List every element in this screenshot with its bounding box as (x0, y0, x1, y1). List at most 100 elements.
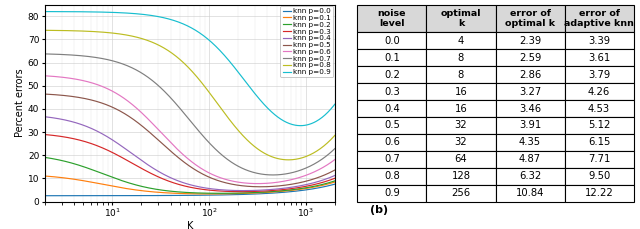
knn p=0.8 (284, 158, 292, 161)
knn p=0.0 (331, 183, 339, 185)
knn p=0.3 (331, 177, 339, 180)
knn p=0.1 (179, 192, 186, 195)
knn p=0.3 (214, 189, 221, 192)
knn p=0.8 (179, 60, 186, 63)
knn p=0.3 (41, 133, 49, 136)
knn p=0.6 (198, 167, 205, 170)
knn p=0.5 (198, 172, 205, 175)
knn p=0.2 (216, 192, 223, 195)
knn p=0.3 (198, 188, 205, 191)
knn p=0.9 (278, 119, 286, 122)
knn p=0.7 (214, 150, 221, 152)
knn p=0.2 (180, 191, 188, 194)
knn p=0.5 (279, 184, 287, 187)
knn p=0.8 (278, 158, 286, 161)
knn p=0.7 (331, 147, 339, 150)
knn p=0.2 (331, 180, 339, 182)
knn p=0.0 (198, 194, 205, 197)
knn p=0.9 (214, 46, 221, 49)
Line: knn p=0.2: knn p=0.2 (45, 157, 335, 193)
knn p=0.1 (279, 190, 287, 193)
knn p=0.4 (180, 182, 188, 184)
Line: knn p=0.4: knn p=0.4 (45, 117, 335, 191)
knn p=0.3 (180, 185, 188, 187)
knn p=0.4 (324, 177, 332, 180)
knn p=0.4 (240, 189, 248, 192)
knn p=0.0 (278, 191, 286, 194)
knn p=0.9 (324, 110, 332, 113)
knn p=0.1 (198, 193, 205, 195)
Y-axis label: Percent errors: Percent errors (15, 69, 25, 137)
Line: knn p=0.1: knn p=0.1 (45, 176, 335, 194)
knn p=0.0 (324, 185, 332, 187)
knn p=0.8 (180, 62, 188, 65)
knn p=0.1 (214, 193, 222, 195)
knn p=0.6 (180, 154, 188, 157)
knn p=0.5 (324, 172, 332, 175)
knn p=0.2 (324, 181, 332, 184)
Text: (b): (b) (371, 205, 388, 215)
knn p=0.7 (179, 110, 186, 113)
Line: knn p=0.8: knn p=0.8 (45, 30, 335, 160)
knn p=0.2 (198, 192, 205, 194)
knn p=0.8 (331, 134, 339, 137)
knn p=0.5 (179, 160, 186, 162)
knn p=0.6 (279, 180, 287, 183)
knn p=0.1 (324, 183, 332, 185)
knn p=0.4 (214, 188, 221, 191)
knn p=0.6 (324, 163, 332, 166)
knn p=0.8 (324, 141, 332, 143)
knn p=0.0 (41, 194, 49, 197)
knn p=0.7 (198, 133, 205, 136)
knn p=0.7 (279, 173, 287, 176)
knn p=0.0 (179, 194, 186, 197)
knn p=0.3 (324, 179, 332, 182)
knn p=0.2 (41, 156, 49, 159)
knn p=0.6 (41, 74, 49, 77)
knn p=0.0 (214, 194, 221, 196)
knn p=0.7 (41, 52, 49, 55)
knn p=0.9 (180, 23, 188, 26)
knn p=0.7 (180, 112, 188, 115)
Line: knn p=0.3: knn p=0.3 (45, 135, 335, 192)
X-axis label: K: K (187, 221, 193, 229)
knn p=0.5 (214, 179, 221, 182)
knn p=0.4 (198, 186, 205, 189)
knn p=0.6 (179, 153, 186, 155)
Line: knn p=0.5: knn p=0.5 (45, 94, 335, 187)
Line: knn p=0.7: knn p=0.7 (45, 54, 335, 175)
knn p=0.4 (179, 181, 186, 184)
knn p=0.5 (257, 185, 264, 188)
knn p=0.5 (331, 169, 339, 172)
knn p=0.8 (198, 81, 205, 84)
knn p=0.4 (331, 174, 339, 177)
Line: knn p=0.9: knn p=0.9 (45, 12, 335, 126)
Legend: knn p=0.0, knn p=0.1, knn p=0.2, knn p=0.3, knn p=0.4, knn p=0.5, knn p=0.6, knn: knn p=0.0, knn p=0.1, knn p=0.2, knn p=0… (280, 6, 333, 77)
knn p=0.4 (41, 115, 49, 118)
knn p=0.7 (269, 174, 276, 176)
knn p=0.9 (331, 103, 339, 106)
knn p=0.9 (198, 33, 205, 36)
knn p=0.3 (237, 190, 245, 193)
Line: knn p=0.0: knn p=0.0 (45, 184, 335, 196)
knn p=0.2 (179, 191, 186, 194)
knn p=0.6 (331, 158, 339, 161)
knn p=0.6 (253, 182, 261, 185)
knn p=0.5 (41, 93, 49, 95)
knn p=0.7 (324, 153, 332, 156)
knn p=0.9 (297, 124, 305, 127)
knn p=0.3 (279, 188, 287, 191)
knn p=0.5 (180, 161, 188, 164)
knn p=0.8 (214, 102, 221, 105)
knn p=0.1 (41, 175, 49, 177)
knn p=0.2 (279, 189, 287, 192)
knn p=0.1 (180, 192, 188, 195)
Line: knn p=0.6: knn p=0.6 (45, 76, 335, 184)
knn p=0.9 (41, 10, 49, 13)
knn p=0.9 (179, 22, 186, 25)
knn p=0.1 (331, 181, 339, 183)
knn p=0.1 (205, 193, 213, 195)
knn p=0.2 (214, 192, 221, 195)
knn p=0.3 (179, 184, 186, 187)
knn p=0.0 (180, 194, 188, 197)
